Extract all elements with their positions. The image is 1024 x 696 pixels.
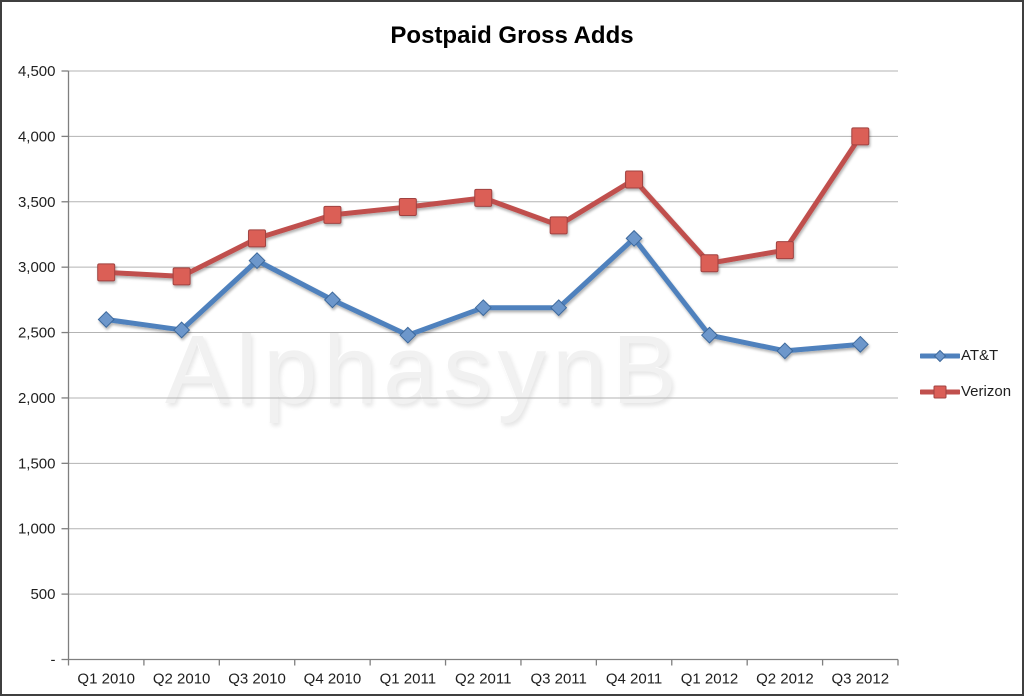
x-tick-label: Q1 2010 xyxy=(77,671,135,688)
y-tick-label: 3,500 xyxy=(18,194,56,211)
y-tick-label: 2,000 xyxy=(18,390,56,407)
series-at-t xyxy=(97,229,869,360)
data-point-verizon-9 xyxy=(775,241,794,260)
watermark: AlphasynB xyxy=(165,315,683,424)
x-tick-label: Q2 2011 xyxy=(455,671,511,688)
data-point-at-t-9 xyxy=(776,342,794,360)
data-point-at-t-10 xyxy=(851,335,869,353)
data-point-at-t-5 xyxy=(474,299,492,317)
gridlines xyxy=(68,70,898,595)
x-tick-label: Q4 2011 xyxy=(606,671,662,688)
legend-item-verizon: Verizon xyxy=(920,383,1011,400)
data-point-verizon-3 xyxy=(323,205,342,224)
legend: AT&T Verizon xyxy=(920,347,1011,400)
y-tick-label: 500 xyxy=(30,586,55,603)
x-tick-label: Q4 2010 xyxy=(304,671,362,688)
y-tick-label: - xyxy=(51,652,56,669)
axes xyxy=(61,70,899,666)
legend-marker-verizon xyxy=(920,385,960,398)
y-tick-label: 2,500 xyxy=(18,325,56,342)
data-point-verizon-7 xyxy=(625,170,644,189)
data-point-verizon-6 xyxy=(549,216,568,235)
data-point-at-t-1 xyxy=(173,321,191,339)
x-tick-label: Q3 2011 xyxy=(530,671,586,688)
x-tick-label: Q2 2012 xyxy=(756,671,814,688)
y-tick-label: 3,000 xyxy=(18,259,56,276)
y-axis-labels: - 500 1,000 1,500 2,000 2,500 3,000 3,500 4,000 4… xyxy=(18,63,56,669)
y-tick-label: 1,500 xyxy=(18,455,56,472)
data-point-verizon-2 xyxy=(248,229,267,248)
x-axis-labels: Q1 2010 Q2 2010 Q3 2010 Q4 2010 Q1 2011 Q2 20… xyxy=(77,671,889,688)
legend-marker-at-t xyxy=(920,349,960,362)
data-point-at-t-0 xyxy=(97,310,115,328)
legend-label-at-t: AT&T xyxy=(961,347,999,364)
x-tick-label: Q2 2010 xyxy=(153,671,211,688)
series-verizon xyxy=(97,127,870,286)
data-point-at-t-4 xyxy=(399,326,417,344)
data-point-at-t-7 xyxy=(625,229,643,247)
x-tick-label: Q3 2012 xyxy=(832,671,890,688)
y-tick-label: 4,500 xyxy=(18,63,56,80)
x-tick-label: Q3 2010 xyxy=(228,671,286,688)
data-point-verizon-0 xyxy=(97,263,116,282)
x-tick-label: Q1 2012 xyxy=(681,671,739,688)
data-point-at-t-2 xyxy=(248,252,266,270)
y-tick-label: 1,000 xyxy=(18,521,56,538)
legend-label-verizon: Verizon xyxy=(961,383,1012,400)
data-point-at-t-6 xyxy=(550,299,568,317)
chart-title: Postpaid Gross Adds xyxy=(390,22,634,49)
data-point-verizon-4 xyxy=(398,198,417,217)
data-point-verizon-5 xyxy=(474,188,493,207)
y-tick-label: 4,000 xyxy=(18,128,56,145)
data-point-at-t-8 xyxy=(700,326,718,344)
data-point-at-t-3 xyxy=(323,291,341,309)
data-point-verizon-1 xyxy=(172,267,191,286)
legend-item-at-t: AT&T xyxy=(920,347,1011,364)
x-tick-label: Q1 2011 xyxy=(380,671,436,688)
data-point-verizon-8 xyxy=(700,254,719,273)
data-point-verizon-10 xyxy=(851,127,870,146)
